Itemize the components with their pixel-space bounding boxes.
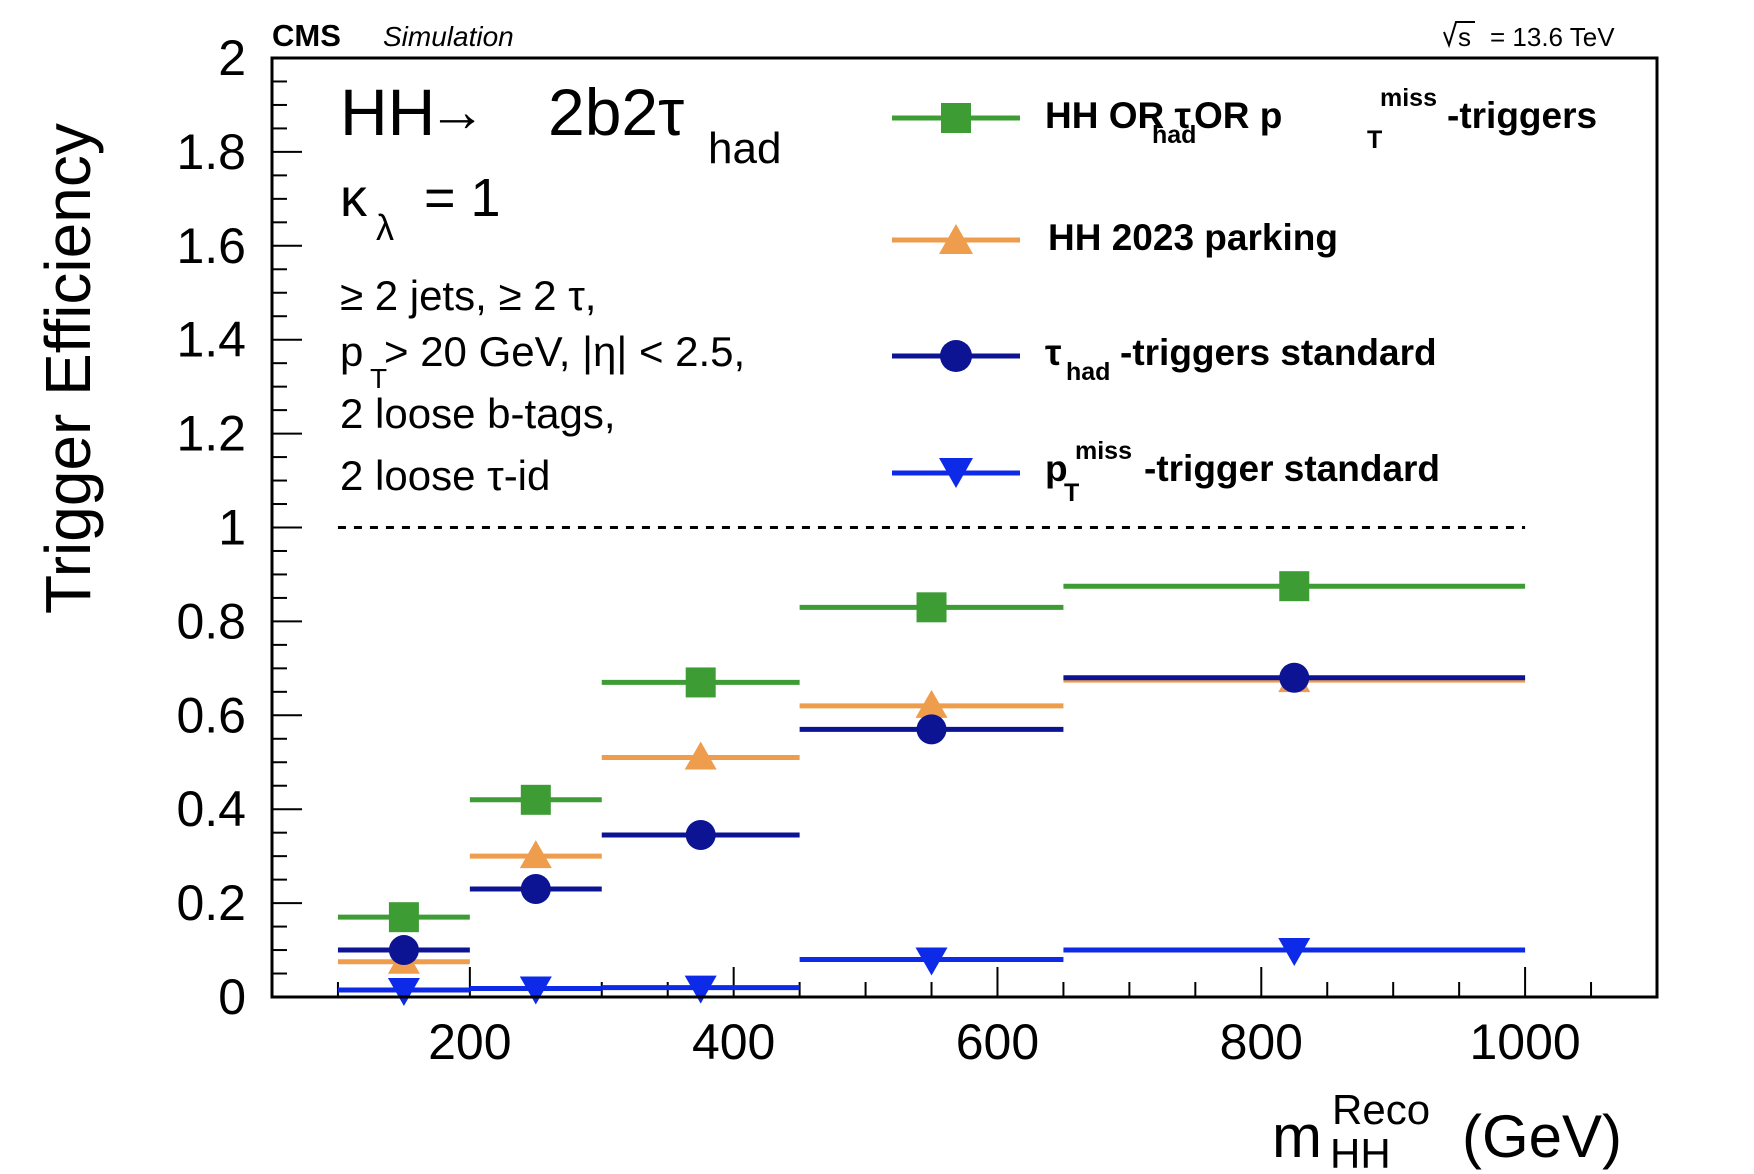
- selection-line-2-p: p: [340, 328, 363, 375]
- selection-text: ≥ 2 jets, ≥ 2 τ, p T > 20 GeV, |η| < 2.5…: [340, 272, 745, 499]
- marker-circle: [1279, 662, 1310, 693]
- marker-triangle-down: [915, 947, 948, 976]
- legend-label-parking: HH 2023 parking: [1048, 217, 1338, 258]
- marker-triangle-down: [684, 975, 717, 1004]
- selection-line-2-rest: > 20 GeV, |η| < 2.5,: [384, 328, 745, 375]
- marker-square: [1279, 571, 1310, 602]
- legend-label-met-rest: -trigger standard: [1144, 448, 1440, 489]
- process-hh: HH: [340, 75, 435, 149]
- legend-marker-triangle-down: [939, 458, 973, 488]
- legend-label-met-sup: miss: [1075, 437, 1132, 465]
- legend-entry-parking: HH 2023 parking: [892, 217, 1338, 258]
- cms-label: CMS: [272, 18, 341, 53]
- legend-marker-triangle-up: [939, 224, 973, 254]
- y-tick-label: 0.2: [176, 875, 246, 931]
- y-tick-label: 0.8: [176, 593, 246, 649]
- legend-label-combined-a: HH OR τ: [1045, 95, 1191, 136]
- x-axis-label-sub: HH: [1330, 1130, 1391, 1174]
- marker-square: [916, 592, 947, 623]
- legend-label-tau-sym: τ: [1045, 332, 1062, 373]
- x-tick-label: 600: [956, 1014, 1039, 1070]
- sqrt-icon: [1443, 21, 1475, 49]
- process-final-state: 2b2τ: [548, 75, 684, 149]
- legend-label-met-sub: T: [1064, 479, 1079, 507]
- legend-label-tau-sub: had: [1066, 358, 1110, 386]
- x-axis-label-unit: (GeV): [1462, 1103, 1622, 1170]
- marker-circle: [520, 874, 551, 905]
- data-series: [337, 571, 1526, 1006]
- y-tick-label: 2: [218, 30, 246, 86]
- coupling-symbol: κ: [340, 168, 368, 228]
- legend: HH OR τ had OR p miss T -triggers HH 202…: [892, 84, 1597, 507]
- y-axis-label: Trigger Efficiency: [32, 123, 104, 614]
- series-square: [337, 571, 1526, 933]
- y-tick-label: 0.6: [176, 687, 246, 743]
- marker-circle: [916, 714, 947, 745]
- marker-triangle-up: [519, 840, 552, 869]
- legend-label-combined-b: OR p: [1194, 95, 1282, 136]
- y-tick-label: 1.4: [176, 312, 246, 368]
- y-tick-label: 0.4: [176, 781, 246, 837]
- energy-sqrt-arg: s: [1458, 22, 1471, 52]
- x-axis-label-main: m: [1272, 1103, 1322, 1170]
- legend-label-combined-b-sub: T: [1367, 126, 1382, 154]
- legend-label-met-p: p: [1045, 448, 1068, 489]
- coupling-label: κ λ = 1: [340, 168, 501, 248]
- marker-circle: [388, 935, 419, 966]
- legend-marker-square: [941, 103, 971, 133]
- marker-triangle-down: [519, 976, 552, 1005]
- x-axis-label: m Reco HH (GeV): [1272, 1086, 1622, 1174]
- marker-square: [685, 667, 716, 698]
- marker-square: [388, 902, 419, 933]
- axis-tick-labels: 200 400 600 800 1000 0 0.2 0.4 0.6 0.8 1 1.2 1.4 1.6 1…: [176, 30, 1580, 1070]
- coupling-value: = 1: [424, 168, 501, 228]
- energy-value: = 13.6 TeV: [1490, 22, 1615, 52]
- selection-line-2-sub: T: [370, 363, 387, 394]
- legend-label-combined-b-sup: miss: [1380, 84, 1437, 112]
- y-tick-label: 0: [218, 969, 246, 1025]
- y-tick-label: 1.6: [176, 218, 246, 274]
- process-final-state-sub: had: [708, 124, 781, 173]
- y-tick-label: 1: [218, 500, 246, 556]
- y-tick-label: 1.2: [176, 406, 246, 462]
- marker-square: [520, 784, 551, 815]
- selection-line-3: 2 loose b-tags,: [340, 390, 616, 437]
- legend-entry-met: p miss T -trigger standard: [892, 437, 1440, 507]
- marker-circle: [685, 820, 716, 851]
- coupling-sub: λ: [376, 207, 394, 248]
- plot-frame: [270, 56, 1659, 999]
- x-tick-label: 1000: [1469, 1014, 1580, 1070]
- y-tick-label: 1.8: [176, 124, 246, 180]
- x-tick-label: 200: [428, 1014, 511, 1070]
- legend-entry-combined: HH OR τ had OR p miss T -triggers: [892, 84, 1597, 154]
- simulation-label: Simulation: [383, 21, 514, 52]
- marker-triangle-up: [684, 741, 717, 770]
- x-axis-label-sup: Reco: [1332, 1086, 1430, 1133]
- legend-marker-circle: [940, 340, 972, 372]
- process-label: HH → 2b2τ had: [340, 75, 781, 173]
- series-circle: [337, 662, 1526, 966]
- marker-triangle-down: [1278, 938, 1311, 967]
- x-tick-label: 400: [692, 1014, 775, 1070]
- legend-entry-tau: τ had -triggers standard: [892, 332, 1437, 386]
- marker-triangle-down: [387, 977, 420, 1006]
- legend-label-combined-c: -triggers: [1447, 95, 1597, 136]
- legend-label-tau-rest: -triggers standard: [1120, 332, 1437, 373]
- selection-line-1: ≥ 2 jets, ≥ 2 τ,: [340, 272, 596, 319]
- process-arrow: →: [428, 79, 486, 144]
- marker-triangle-up: [915, 689, 948, 718]
- x-tick-label: 800: [1220, 1014, 1303, 1070]
- series-triangle-down: [337, 938, 1526, 1006]
- legend-label-combined-a-sub: had: [1152, 121, 1196, 149]
- series-triangle-up: [337, 664, 1526, 974]
- energy-label: s = 13.6 TeV: [1443, 21, 1615, 52]
- selection-line-4: 2 loose τ-id: [340, 452, 550, 499]
